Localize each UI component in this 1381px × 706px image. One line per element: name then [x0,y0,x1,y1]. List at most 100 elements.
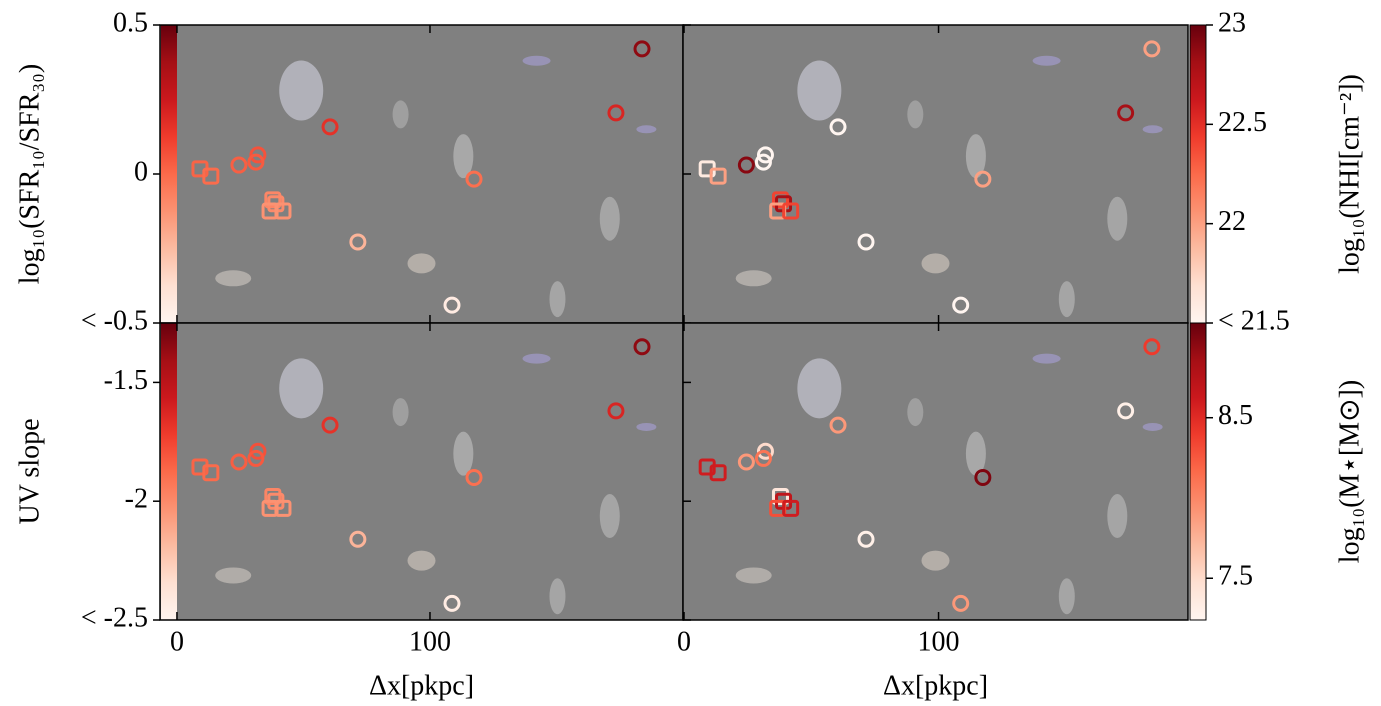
x-tick-label: 0 [677,626,691,657]
galaxy [1142,422,1163,431]
point [709,167,727,185]
galaxy [1032,353,1061,364]
galaxy [1107,494,1128,539]
colorbar [161,25,177,323]
colorbar [1189,24,1207,324]
point [274,499,292,517]
galaxy [522,353,551,364]
colorbar [1189,322,1207,621]
galaxy [215,270,252,287]
galaxy [215,567,252,584]
point [321,118,339,136]
point [737,453,755,471]
point [952,296,970,314]
galaxy [279,60,324,121]
galaxy [549,578,566,615]
frame [682,322,1189,621]
y-tick-label: < -0.5 [81,305,148,336]
point [274,202,292,220]
point [754,153,772,171]
y-tick-label: < -2.5 [81,602,148,633]
galaxy [392,398,409,427]
panel [160,25,683,323]
x-axis-label: Δx[pkpc] [883,670,988,701]
point [202,167,220,185]
point [756,146,774,164]
galaxy [636,125,657,134]
colorbar-tick-label: < 21.5 [1218,305,1290,336]
galaxy [1058,281,1075,318]
point [230,453,248,471]
point [782,202,800,220]
point [321,416,339,434]
colorbar-tick-label: 8.5 [1218,400,1253,431]
galaxy [921,550,950,571]
point [754,449,772,467]
colorbar-tick-label: 7.5 [1218,561,1253,592]
x-tick-label: 100 [409,626,451,657]
x-axis-label: Δx[pkpc] [369,670,474,701]
point [249,442,267,460]
galaxy [453,431,474,476]
galaxy [407,253,436,274]
point [349,530,367,548]
y-tick-label: 0.5 [113,7,148,38]
colorbar-tick-label: 22.5 [1218,107,1267,138]
galaxy [1058,578,1075,615]
point [247,153,265,171]
point [465,170,483,188]
galaxy [735,270,772,287]
x-tick-label: 0 [170,626,184,657]
colorbar [161,323,177,620]
colorbar-label: log₁₀(M⋆[M⊙]) [1334,380,1365,563]
galaxy [392,100,409,129]
point [249,146,267,164]
panel [160,323,683,620]
point [709,464,727,482]
galaxy [797,358,842,419]
point [1117,104,1135,122]
point [443,296,461,314]
galaxy [599,196,620,241]
galaxy [965,134,986,179]
point [465,468,483,486]
point [264,487,282,505]
point [264,191,282,209]
point [829,118,847,136]
galaxy [797,60,842,121]
galaxy [279,358,324,419]
point [443,594,461,612]
galaxy [921,253,950,274]
point [633,40,651,58]
point [1143,40,1161,58]
point [633,338,651,356]
point [771,191,789,209]
y-axis-label: log₁₀(SFR₁₀/SFR₃₀) [14,64,45,284]
point [857,233,875,251]
point [974,468,992,486]
colorbar-tick-label: 23 [1218,7,1246,38]
point [952,594,970,612]
x-tick-label: 100 [918,626,960,657]
point [771,487,789,505]
galaxy [599,494,620,539]
point [247,449,265,467]
point [202,464,220,482]
y-tick-label: -1.5 [104,365,148,396]
colorbar-tick-label: 22 [1218,206,1246,237]
galaxy [407,550,436,571]
point [737,156,755,174]
point [607,402,625,420]
galaxy [522,55,551,66]
galaxy [907,398,924,427]
point [782,499,800,517]
point [857,530,875,548]
point [607,104,625,122]
panel [683,323,1188,620]
point [1117,402,1135,420]
galaxy [735,567,772,584]
panel [683,25,1188,323]
point [1143,338,1161,356]
galaxy [1032,55,1061,66]
